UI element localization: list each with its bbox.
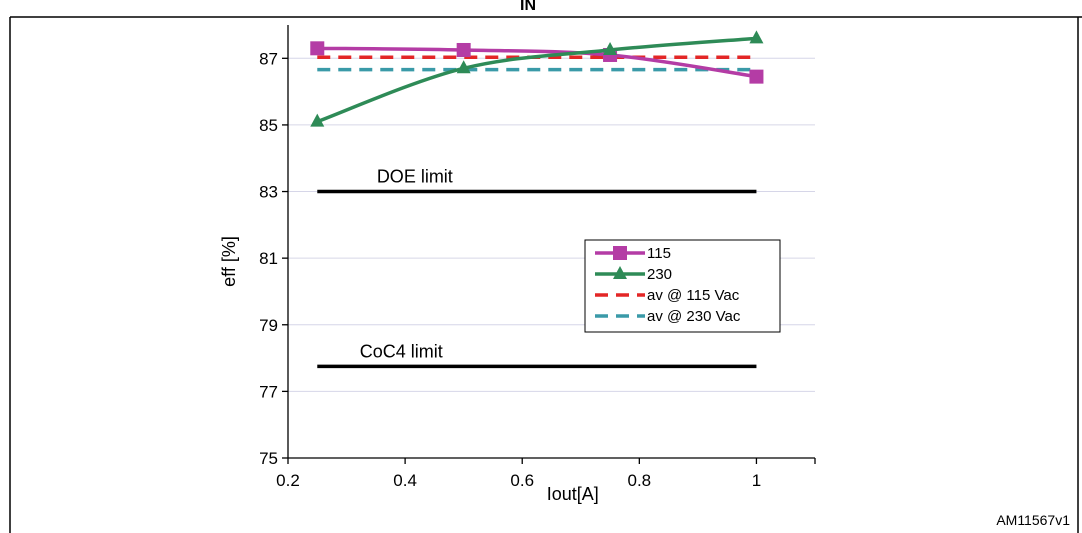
data-point-115	[749, 69, 764, 84]
data-point-230	[603, 41, 618, 55]
legend-label: av @ 115 Vac	[647, 287, 740, 304]
y-axis-title: eff [%]	[219, 236, 239, 287]
reference-id: AM11567v1	[996, 512, 1070, 528]
y-tick-label: 81	[259, 249, 278, 268]
data-point-115	[310, 41, 325, 56]
data-series	[310, 30, 764, 127]
x-tick-label: 0.4	[393, 471, 417, 490]
series-line-115	[317, 46, 757, 79]
y-tick-label: 77	[259, 382, 278, 401]
x-tick-label: 1	[752, 471, 761, 490]
x-tick-label: 0.2	[276, 471, 300, 490]
legend-label: 115	[647, 245, 671, 262]
y-tick-label: 75	[259, 449, 278, 468]
legend-label: av @ 230 Vac	[647, 308, 741, 325]
reference-line-label: DOE limit	[377, 167, 453, 187]
legend-marker	[613, 246, 627, 260]
data-point-115	[456, 42, 471, 57]
x-tick-label: 0.6	[510, 471, 534, 490]
reference-line-label: CoC4 limit	[360, 341, 443, 361]
figure-title-fragment: IN	[520, 0, 536, 14]
y-tick-label: 83	[259, 183, 278, 202]
y-tick-label: 87	[259, 49, 278, 68]
legend-label: 230	[647, 266, 672, 283]
legend: 115 230 av @ 115 Vac av @ 230 Vac	[584, 239, 781, 333]
reference-lines: DOE limit CoC4 limit	[317, 167, 757, 369]
data-point-230	[749, 30, 764, 44]
data-point-230	[456, 60, 471, 74]
data-point-230	[310, 113, 325, 127]
x-tick-label: 0.8	[628, 471, 652, 490]
series-line-230	[316, 36, 757, 124]
x-axis-title: Iout[A]	[547, 484, 599, 504]
y-tick-label: 79	[259, 316, 278, 335]
axes: 75 77 79 81 83 85 87 0.2 0.4 0.6 0.8 1	[259, 25, 816, 490]
y-tick-label: 85	[259, 116, 278, 135]
legend-marker	[613, 266, 627, 279]
